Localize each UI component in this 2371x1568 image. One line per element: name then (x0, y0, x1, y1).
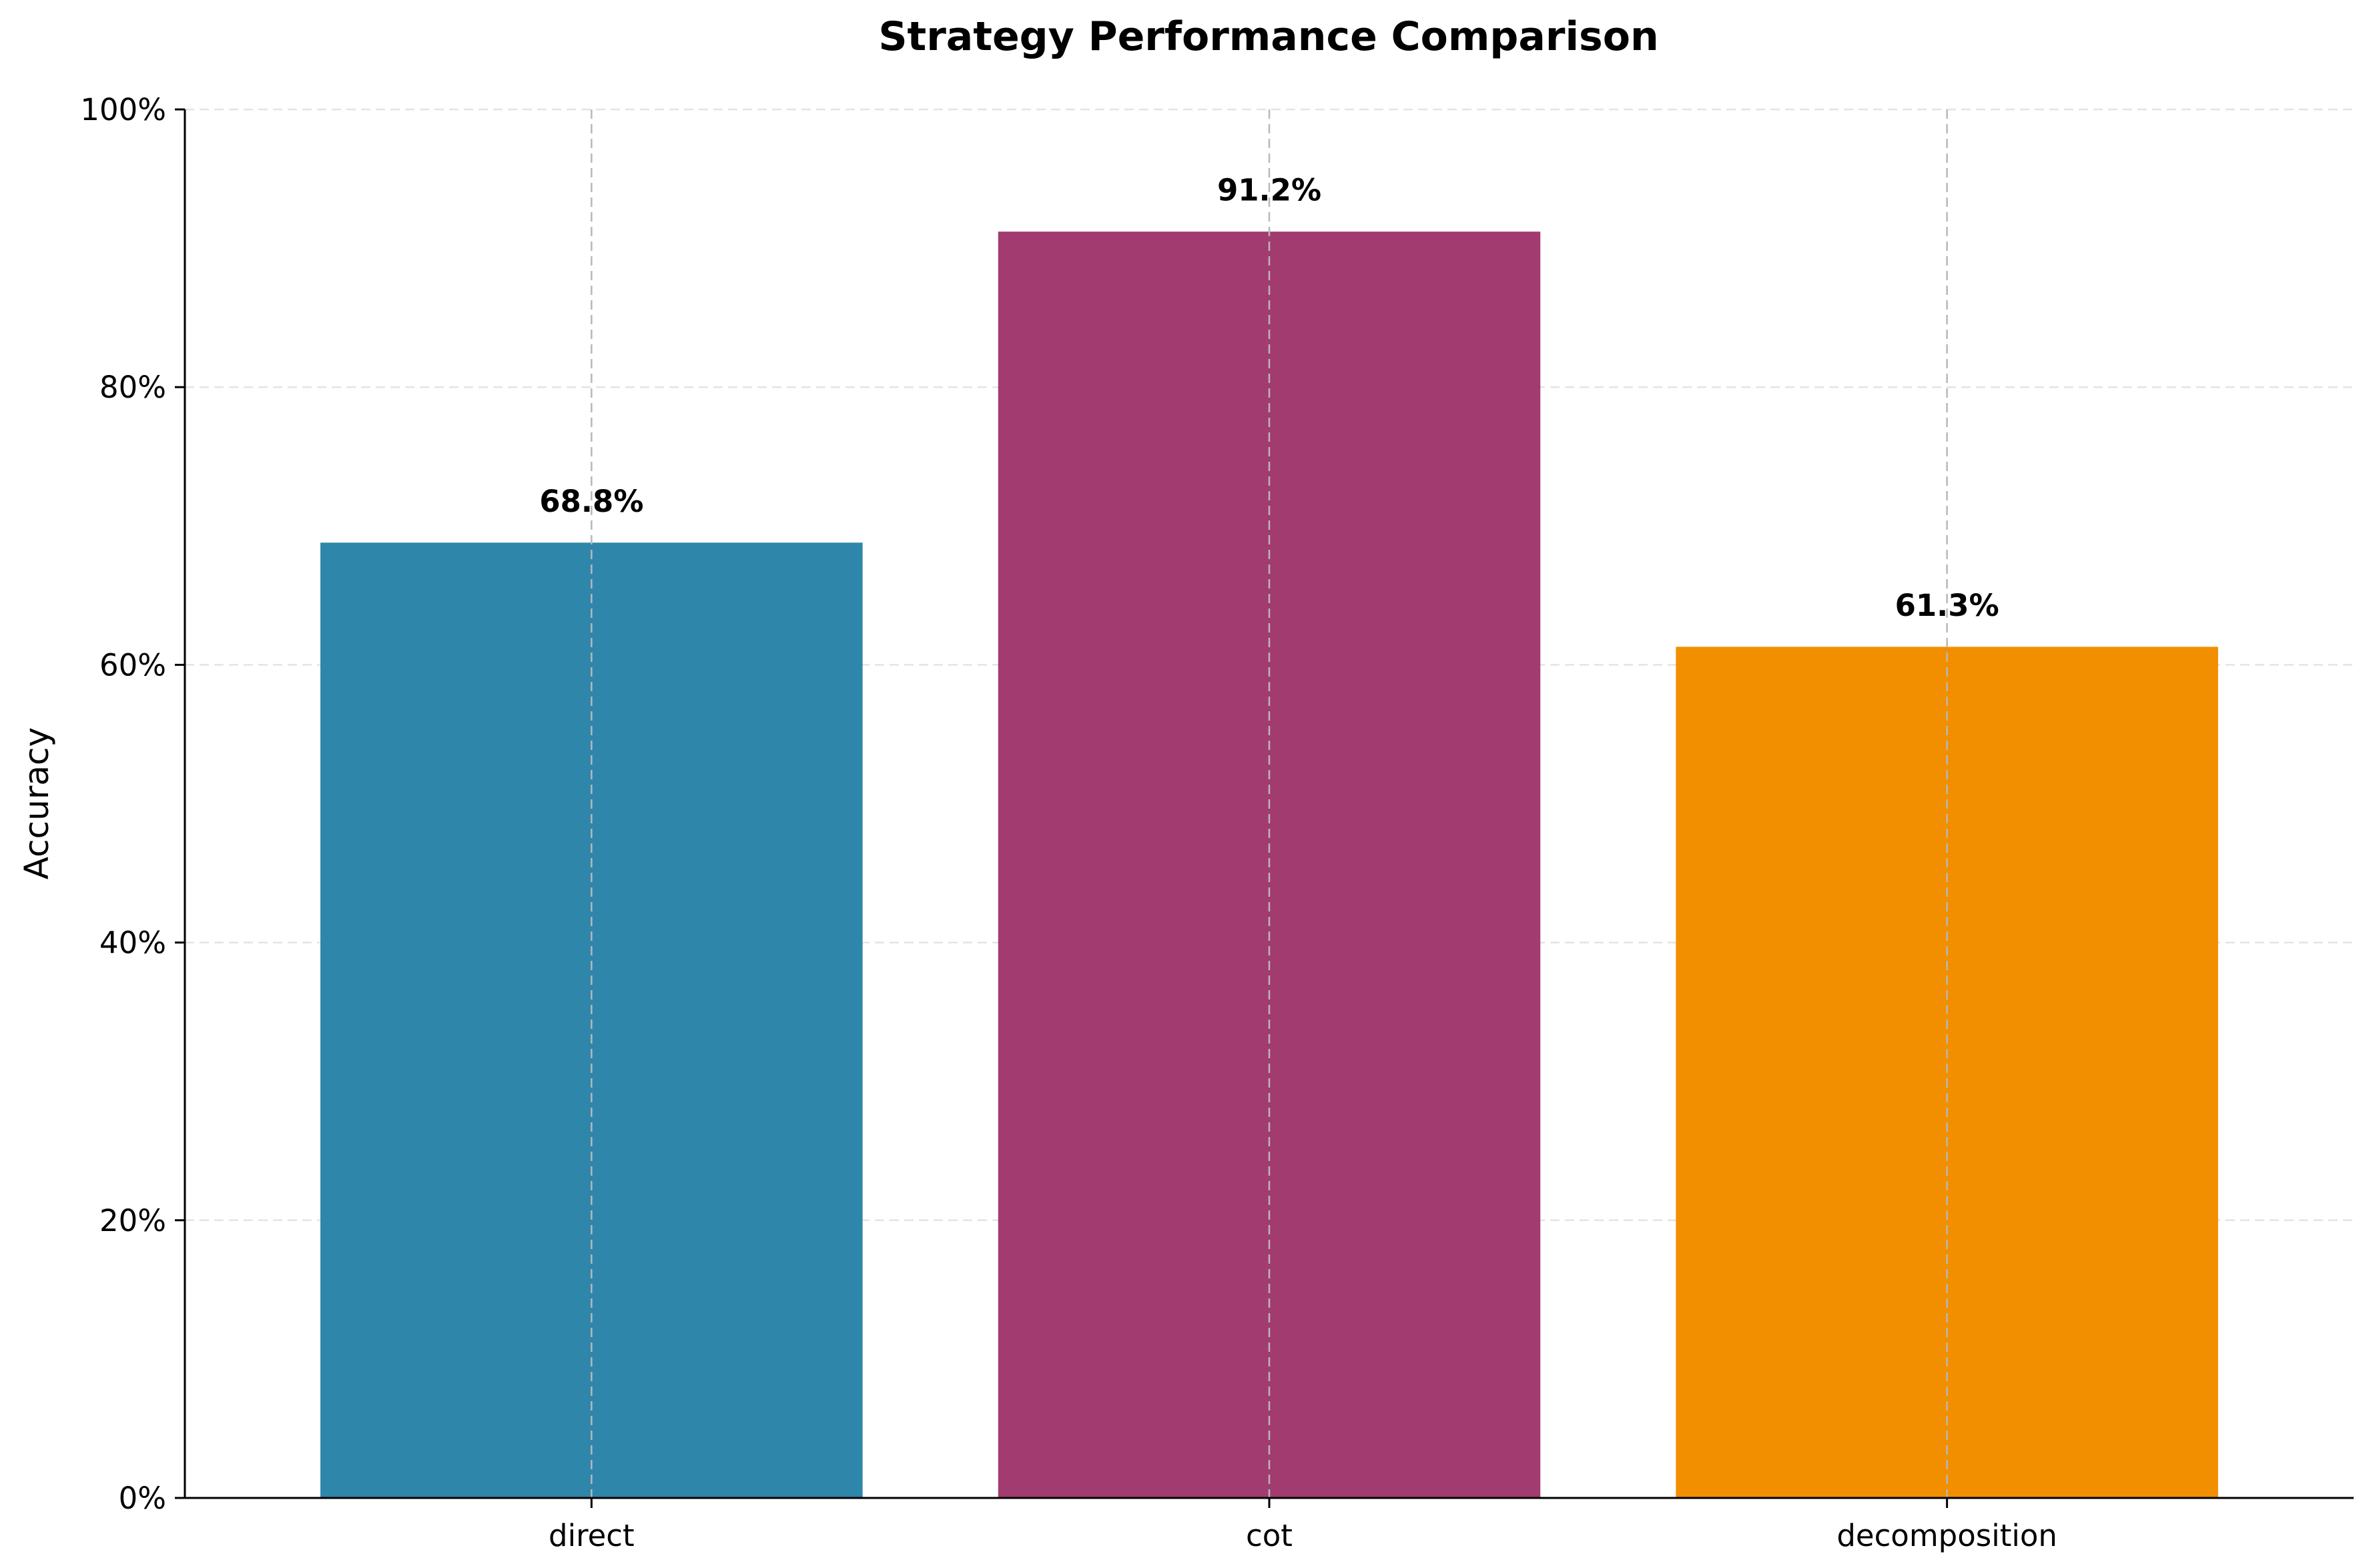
y-tick-label: 60% (99, 647, 166, 683)
x-tick-label: direct (549, 1518, 635, 1553)
y-tick-label: 40% (99, 925, 166, 961)
data-labels: 68.8% 91.2% 61.3% (539, 173, 1999, 623)
bar-value-label: 91.2% (1217, 173, 1321, 208)
y-tick-label: 80% (99, 370, 166, 405)
y-tick-label: 20% (99, 1203, 166, 1238)
bar-value-label: 68.8% (539, 484, 643, 519)
x-tick-label: cot (1246, 1518, 1293, 1553)
x-tick-label: decomposition (1836, 1518, 2057, 1553)
chart-title: Strategy Performance Comparison (878, 13, 1658, 60)
y-tick-label: 0% (119, 1481, 166, 1516)
y-tick-label: 100% (80, 92, 166, 127)
ticks: 0% 20% 40% 60% 80% 100% direct cot decomposition (80, 92, 2057, 1553)
vertical-grid (591, 109, 1948, 1498)
y-axis-label: Accuracy (17, 727, 56, 879)
bar-value-label: 61.3% (1895, 588, 1999, 623)
